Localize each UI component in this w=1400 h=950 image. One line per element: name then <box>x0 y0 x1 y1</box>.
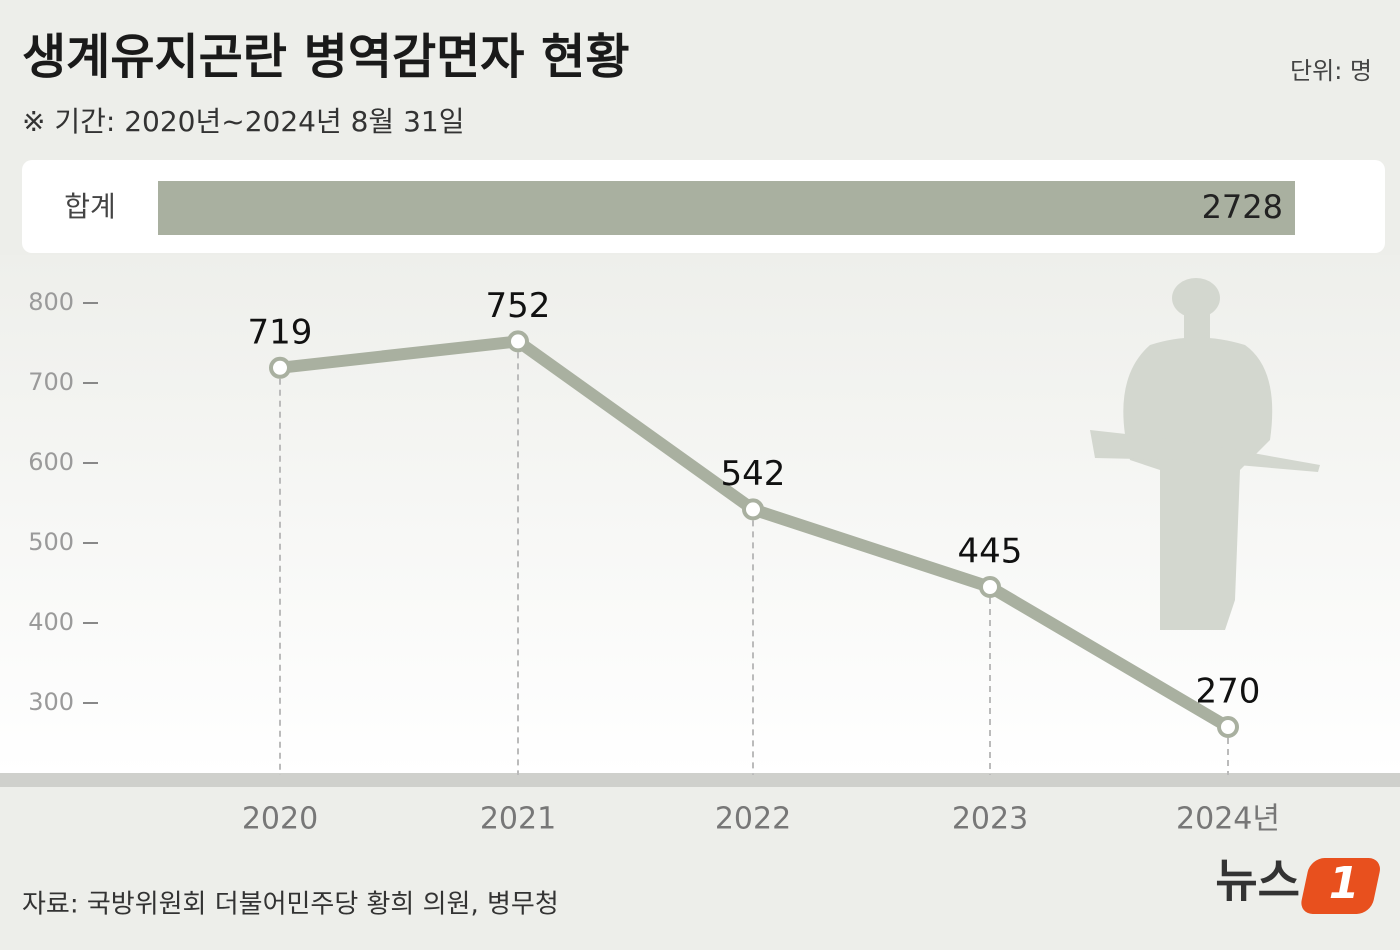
source: 자료: 국방위원회 더불어민주당 황희 의원, 병무청 <box>22 890 559 920</box>
soldier-silhouette <box>1090 278 1320 630</box>
total-label: 합계 <box>64 190 116 223</box>
point <box>1217 716 1239 738</box>
logo-badge <box>1301 858 1380 914</box>
chart-title: 생계유지곤란 병역감면자 현황 <box>22 29 630 85</box>
data-label: 719 <box>248 312 313 352</box>
logo-mark: 1 <box>1329 858 1360 909</box>
total-bar <box>158 181 1295 235</box>
total-value: 2728 <box>1202 188 1283 226</box>
y-tick-label: 300 <box>28 688 74 716</box>
x-tick-label: 2022 <box>715 802 791 837</box>
data-label: 445 <box>958 532 1023 572</box>
point <box>979 576 1001 598</box>
point <box>742 498 764 521</box>
x-tick-label: 2021 <box>480 802 556 837</box>
y-tick-label: 500 <box>28 528 74 556</box>
y-tick-label: 600 <box>28 448 74 476</box>
chart-subtitle: ※ 기간: 2020년~2024년 8월 31일 <box>22 105 464 138</box>
data-label: 542 <box>721 454 786 494</box>
y-tick-label: 400 <box>28 608 74 636</box>
y-tick-label: 800 <box>28 288 74 316</box>
unit-label: 단위: 명 <box>1290 57 1372 85</box>
baseline <box>0 773 1400 787</box>
x-tick-label: 2020 <box>242 802 318 837</box>
data-label: 752 <box>486 286 551 326</box>
data-label: 270 <box>1196 672 1261 712</box>
point <box>269 356 291 379</box>
point <box>507 330 529 353</box>
x-tick-label: 2023 <box>952 802 1028 837</box>
logo-text: 뉴스 <box>1215 854 1300 908</box>
x-tick-label: 2024년 <box>1176 802 1280 837</box>
y-tick-label: 700 <box>28 368 74 396</box>
